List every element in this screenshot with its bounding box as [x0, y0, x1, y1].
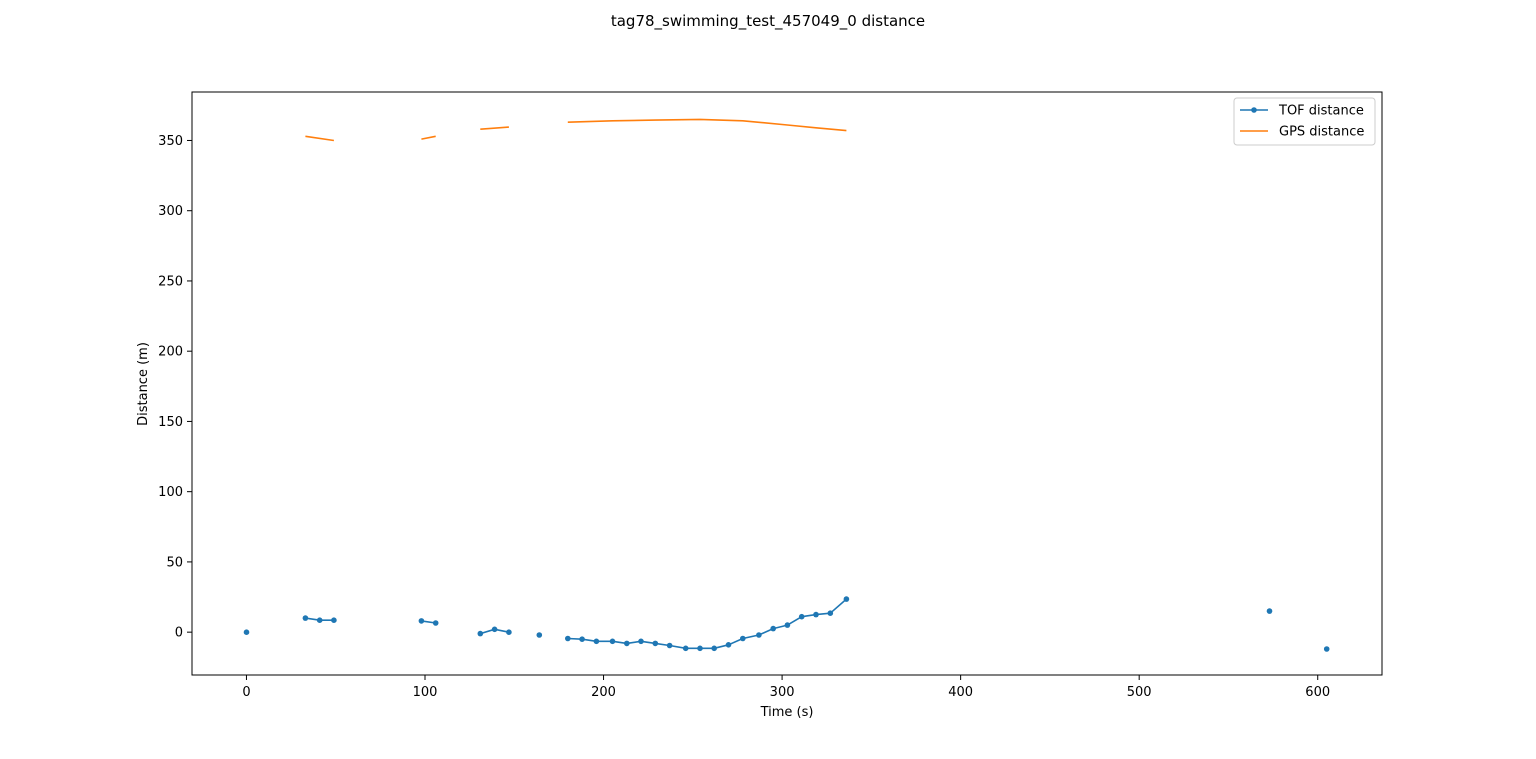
x-tick-label: 0	[242, 685, 250, 700]
data-point	[827, 610, 834, 616]
y-axis: 0 50 100 150 200 250 300 350	[158, 134, 192, 641]
series-gps-distance	[305, 118, 847, 142]
data-point	[432, 620, 439, 626]
y-tick-label: 0	[175, 626, 183, 641]
series-tof-distance	[243, 596, 1330, 652]
data-point	[756, 632, 762, 638]
y-tick-label: 300	[158, 204, 183, 219]
series-layer	[243, 118, 1330, 652]
plot-area	[191, 91, 1383, 676]
data-point	[711, 645, 717, 652]
data-point	[638, 638, 644, 645]
data-point	[609, 638, 616, 645]
y-axis-label: Distance (m)	[136, 342, 151, 426]
data-point	[331, 617, 337, 623]
legend: TOF distance GPS distance	[1233, 97, 1376, 146]
data-point	[593, 638, 600, 645]
data-point	[491, 626, 498, 633]
data-point	[798, 613, 805, 620]
x-tick-label: 300	[770, 685, 795, 700]
data-point	[624, 640, 630, 647]
data-point	[316, 617, 323, 623]
data-point	[418, 618, 425, 624]
data-point	[843, 596, 850, 602]
data-point	[813, 611, 819, 618]
data-point	[506, 629, 512, 635]
x-tick-label: 500	[1127, 685, 1152, 700]
x-tick-label: 100	[413, 685, 438, 700]
data-point	[536, 632, 543, 638]
series-line	[567, 118, 847, 132]
x-axis-label: Time (s)	[760, 705, 814, 720]
legend-label: GPS distance	[1279, 125, 1364, 140]
x-tick-label: 600	[1305, 685, 1330, 700]
x-tick-label: 200	[591, 685, 616, 700]
data-point	[770, 625, 776, 632]
y-tick-label: 100	[158, 485, 183, 500]
data-point	[740, 635, 746, 642]
y-tick-label: 150	[158, 415, 183, 430]
series-line	[305, 135, 335, 142]
legend-marker	[1251, 107, 1257, 113]
x-tick-label: 400	[948, 685, 973, 700]
data-point	[784, 622, 791, 628]
data-point	[697, 645, 703, 652]
data-point	[666, 642, 673, 649]
series-line	[480, 126, 509, 130]
data-point	[1266, 608, 1273, 614]
y-tick-label: 50	[166, 555, 183, 570]
data-point	[579, 636, 585, 642]
chart-title: tag78_swimming_test_457049_0 distance	[611, 12, 925, 31]
series-line	[421, 135, 436, 140]
y-tick-label: 200	[158, 345, 183, 360]
data-point	[725, 642, 732, 648]
data-point	[565, 635, 571, 642]
x-axis: 0 100 200 300 400 500 600	[242, 675, 1330, 700]
y-tick-label: 350	[158, 134, 183, 149]
data-point	[243, 629, 250, 635]
legend-label: TOF distance	[1278, 104, 1364, 119]
legend-frame	[1233, 97, 1376, 146]
data-point	[652, 640, 659, 647]
data-point	[1323, 646, 1330, 652]
data-point	[302, 615, 309, 621]
data-point	[682, 645, 689, 652]
data-point	[477, 630, 484, 637]
y-tick-label: 250	[158, 274, 183, 289]
